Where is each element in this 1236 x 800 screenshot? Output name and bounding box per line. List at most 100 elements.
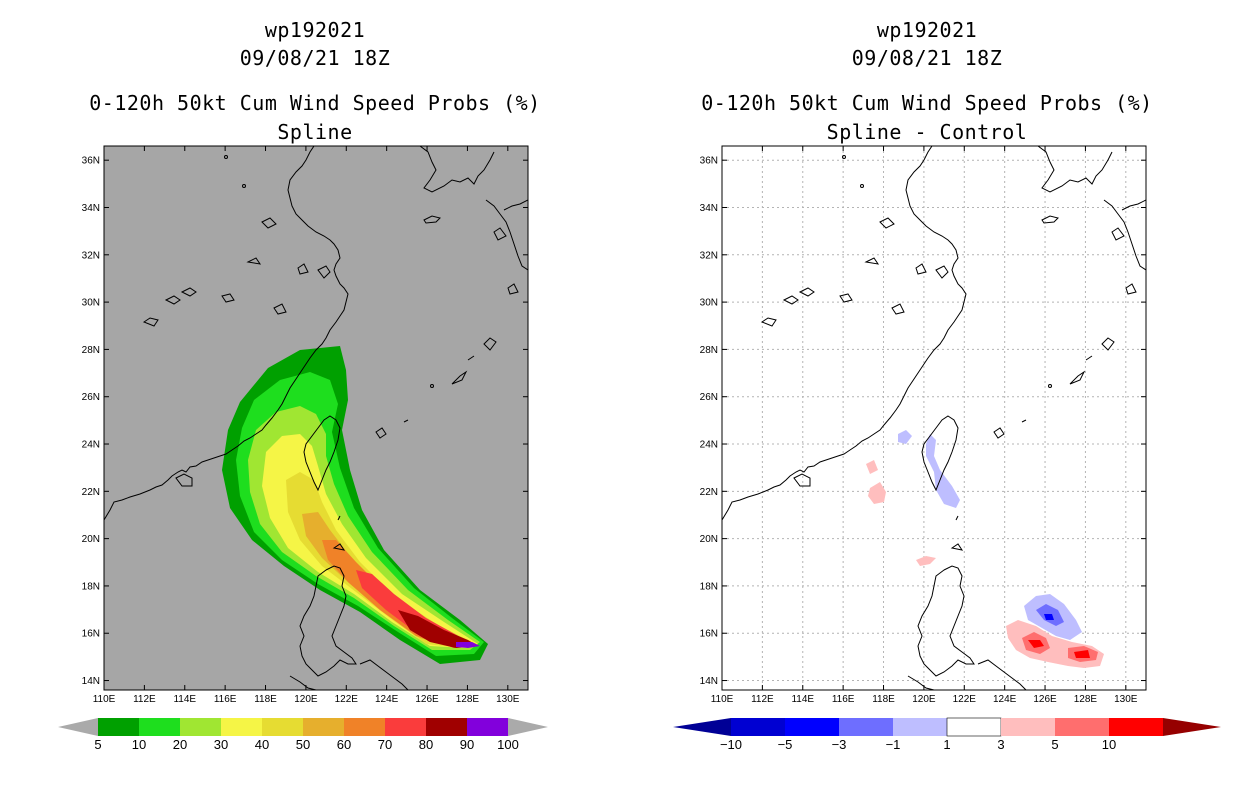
diff-plus1-patch-a <box>866 460 878 474</box>
diff-minus1-patch-taiwan <box>926 434 960 508</box>
right-colorbar-box <box>1055 718 1109 736</box>
left-title-product: 0-120h 50kt Cum Wind Speed Probs (%) <box>89 91 541 115</box>
left-colorbar-label: 70 <box>378 737 392 752</box>
right-lat-tick-label: 28N <box>700 345 718 356</box>
right-colorbar-box <box>946 717 1002 737</box>
right-title-storm-id: wp192021 <box>876 18 978 42</box>
left-colorbar-box <box>385 718 426 736</box>
contour-70 <box>356 570 478 648</box>
contour-80 <box>398 610 478 648</box>
right-lat-tick-label: 26N <box>700 392 718 403</box>
right-lon-tick-label: 126E <box>1033 694 1057 705</box>
left-lat-tick-label: 24N <box>82 440 100 451</box>
right-colorbar-box <box>1001 718 1055 736</box>
left-lon-tick-label: 114E <box>173 694 196 705</box>
left-colorbar: 5 10 20 30 40 50 60 70 80 90 100 <box>58 718 548 752</box>
right-title-method: Spline - Control <box>826 120 1028 144</box>
left-colorbar-lower-arrow <box>58 718 98 736</box>
left-colorbar-label: 60 <box>337 737 351 752</box>
left-lon-tick-label: 126E <box>415 694 439 705</box>
right-colorbar-label: 3 <box>997 737 1004 752</box>
right-lon-tick-label: 114E <box>791 694 814 705</box>
left-lon-tick-label: 130E <box>496 694 520 705</box>
right-lat-tick-label: 14N <box>700 676 718 687</box>
right-lon-tick-label: 120E <box>912 694 936 705</box>
right-colorbar-lower-arrow <box>673 718 731 736</box>
right-title-product: 0-120h 50kt Cum Wind Speed Probs (%) <box>701 91 1153 115</box>
right-colorbar-upper-arrow <box>1163 718 1221 736</box>
left-colorbar-label: 100 <box>497 737 519 752</box>
contour-40 <box>286 472 476 648</box>
left-colorbar-box <box>180 718 221 736</box>
left-colorbar-label: 30 <box>214 737 228 752</box>
axis-ticks: 110E 112E 114E 116E 118E 120E 122E 124E 126E 128E… <box>82 146 1146 705</box>
left-lon-tick-label: 128E <box>456 694 480 705</box>
right-lat-tick-label: 24N <box>700 440 718 451</box>
left-title-storm-id: wp192021 <box>264 18 366 42</box>
right-colorbar-box <box>785 718 839 736</box>
left-lon-tick-label: 110E <box>93 694 116 705</box>
left-lat-tick-label: 20N <box>82 534 100 545</box>
left-colorbar-box <box>139 718 180 736</box>
left-title-method: Spline <box>277 120 353 144</box>
left-colorbar-label: 5 <box>94 737 101 752</box>
diff-plus5-patch-b <box>1074 650 1090 658</box>
left-lat-tick-label: 34N <box>82 203 100 214</box>
right-colorbar-label: −5 <box>778 737 793 752</box>
left-lat-tick-label: 22N <box>82 487 100 498</box>
left-lon-tick-label: 116E <box>214 694 237 705</box>
right-map-frame <box>721 145 1147 691</box>
right-lat-tick-label: 22N <box>700 487 718 498</box>
left-colorbar-box <box>262 718 303 736</box>
diff-plus1-patch-c <box>916 556 936 566</box>
left-colorbar-box <box>221 718 262 736</box>
left-lon-tick-label: 120E <box>294 694 318 705</box>
right-lat-tick-label: 16N <box>700 629 718 640</box>
left-lat-tick-label: 14N <box>82 676 100 687</box>
right-lat-tick-label: 20N <box>700 534 718 545</box>
left-colorbar-label: 20 <box>173 737 187 752</box>
left-lat-tick-label: 30N <box>82 298 100 309</box>
right-map-background <box>722 146 1146 690</box>
contour-90 <box>456 642 480 648</box>
left-map-panel <box>103 145 529 691</box>
left-colorbar-box <box>344 718 385 736</box>
left-probability-contours <box>222 346 488 664</box>
left-lat-tick-label: 16N <box>82 629 100 640</box>
right-colorbar-box <box>839 718 893 736</box>
right-lon-tick-label: 112E <box>751 694 774 705</box>
right-lat-tick-label: 34N <box>700 203 718 214</box>
left-title-datetime: 09/08/21 18Z <box>239 46 391 70</box>
diff-minus5-patch <box>1044 614 1054 620</box>
right-colorbar-label: 1 <box>943 737 950 752</box>
right-colorbar-box <box>1109 718 1163 736</box>
right-lon-tick-label: 118E <box>872 694 895 705</box>
left-colorbar-upper-arrow <box>508 718 548 736</box>
left-colorbar-label: 50 <box>296 737 310 752</box>
right-colorbar-box <box>893 718 947 736</box>
right-lon-tick-label: 130E <box>1114 694 1138 705</box>
right-lat-tick-label: 30N <box>700 298 718 309</box>
left-lon-tick-label: 118E <box>254 694 277 705</box>
left-colorbar-box <box>467 718 508 736</box>
right-colorbar-label: −1 <box>886 737 901 752</box>
right-title-datetime: 09/08/21 18Z <box>851 46 1003 70</box>
left-lon-tick-label: 124E <box>375 694 399 705</box>
left-lat-tick-label: 18N <box>82 581 100 592</box>
right-colorbar: −10 −5 −3 −1 1 3 5 10 <box>673 717 1221 752</box>
diff-plus5-patch-a <box>1028 640 1044 648</box>
left-lat-tick-label: 36N <box>82 156 100 167</box>
contour-50 <box>302 512 474 648</box>
left-map-frame <box>103 145 529 691</box>
diff-plus1-patch-b <box>868 482 886 504</box>
left-lat-tick-label: 28N <box>82 345 100 356</box>
right-lon-tick-label: 116E <box>832 694 855 705</box>
right-colorbar-label: 5 <box>1051 737 1058 752</box>
left-lat-tick-label: 32N <box>82 250 100 261</box>
left-colorbar-box <box>303 718 344 736</box>
left-lon-tick-label: 112E <box>133 694 156 705</box>
right-lat-tick-label: 18N <box>700 581 718 592</box>
right-colorbar-label: −3 <box>832 737 847 752</box>
right-lon-tick-label: 122E <box>953 694 977 705</box>
